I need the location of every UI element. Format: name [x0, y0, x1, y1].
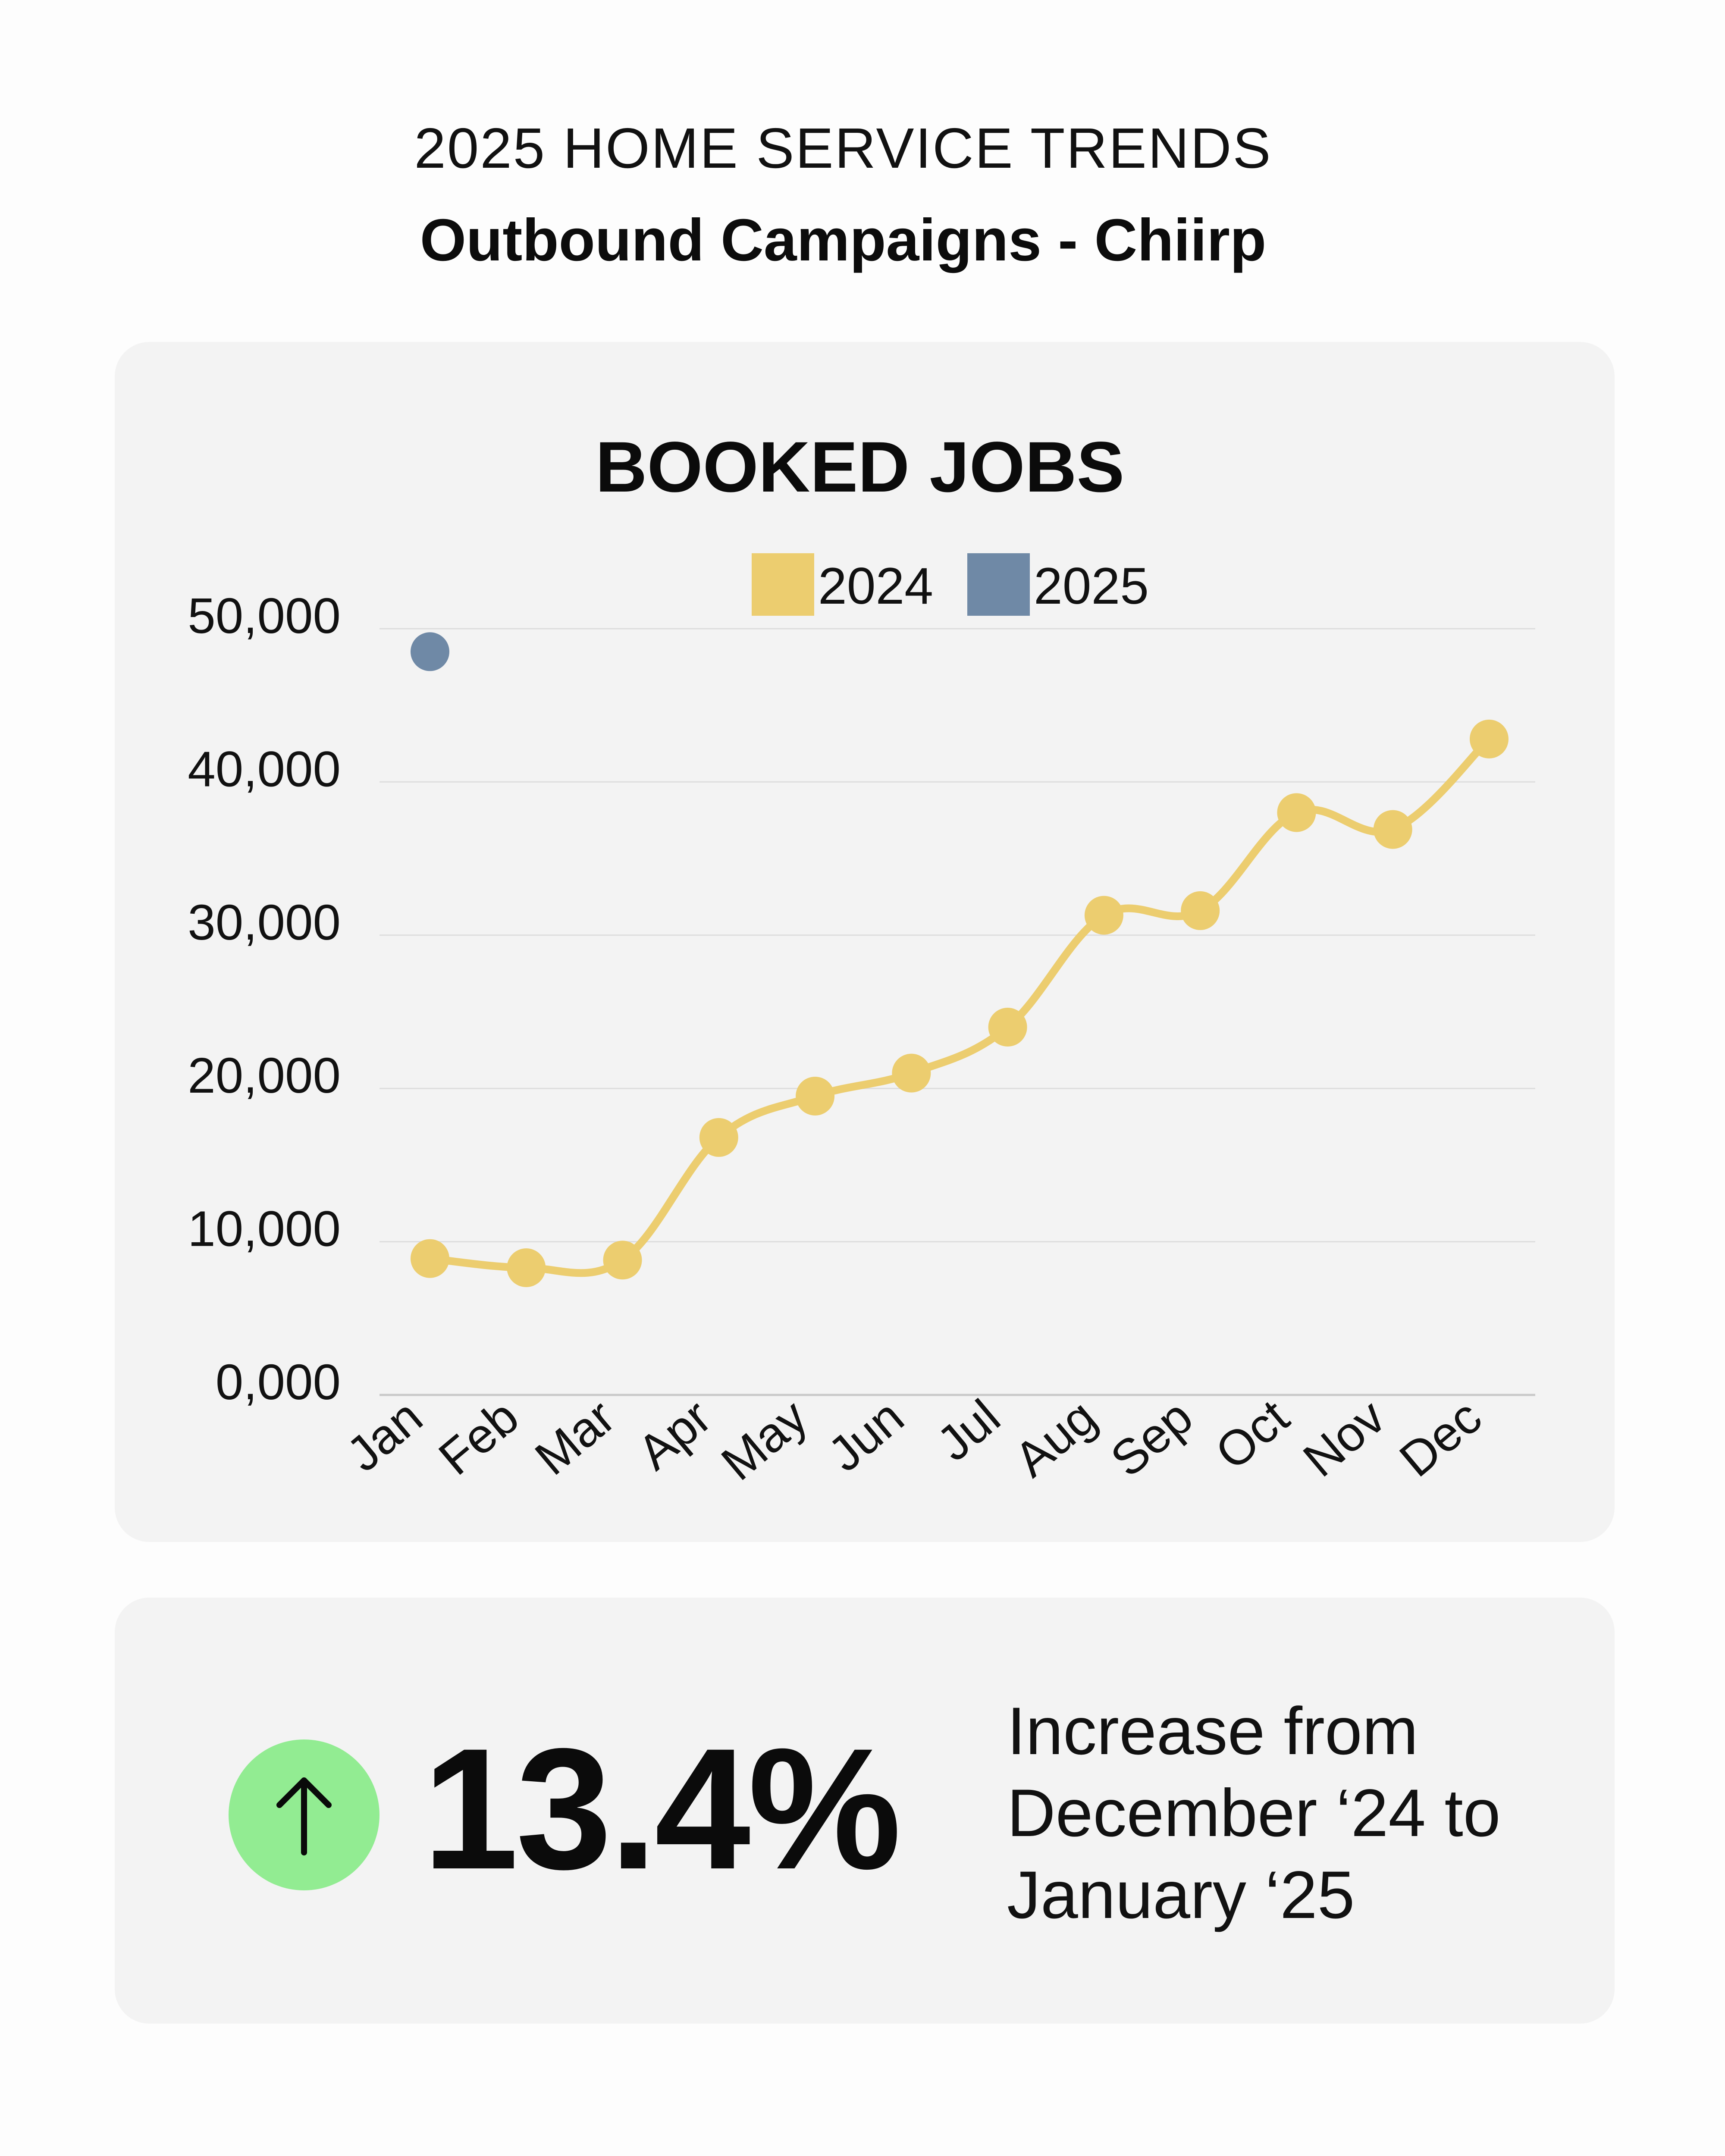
data-point — [1373, 810, 1412, 849]
legend-label: 2025 — [1034, 557, 1149, 615]
data-point — [411, 1239, 449, 1278]
x-tick-label: Sep — [1101, 1389, 1203, 1488]
x-tick-label: Feb — [429, 1389, 529, 1486]
grid-lines — [380, 628, 1535, 1396]
x-tick-label: Dec — [1389, 1389, 1492, 1488]
data-point — [892, 1053, 931, 1093]
data-point — [796, 1076, 835, 1116]
stat-description: Increase from December ‘24 to January ‘2… — [1007, 1690, 1602, 1936]
data-point — [699, 1118, 738, 1157]
data-point — [988, 1008, 1027, 1047]
header-kicker: 2025 HOME SERVICE TRENDS — [414, 116, 1272, 180]
data-point — [1181, 891, 1220, 930]
arrow-up-badge — [229, 1739, 380, 1890]
y-tick-label: 0,000 — [216, 1354, 341, 1410]
chart-series — [411, 632, 1509, 1288]
x-tick-label: May — [712, 1389, 818, 1491]
x-tick-label: Apr — [627, 1389, 721, 1480]
legend-swatch — [967, 553, 1030, 616]
data-point — [1470, 719, 1509, 758]
stat-description-line: January ‘25 — [1007, 1858, 1355, 1933]
legend-swatch — [752, 553, 814, 616]
x-tick-label: Oct — [1205, 1389, 1299, 1480]
y-tick-label: 20,000 — [188, 1047, 341, 1103]
x-tick-label: Aug — [1004, 1389, 1107, 1488]
x-tick-label: Jul — [927, 1389, 1010, 1472]
legend-label: 2024 — [818, 557, 933, 615]
arrow-up-icon — [276, 1777, 332, 1855]
data-point — [1084, 896, 1123, 935]
data-point — [411, 632, 449, 671]
data-point — [1277, 793, 1316, 832]
chart-title: BOOKED JOBS — [596, 427, 1125, 507]
x-tick-label: Nov — [1293, 1389, 1396, 1488]
x-tick-label: Jun — [818, 1389, 914, 1482]
chart-card — [115, 342, 1615, 1542]
chart-legend: 2024 2025 — [752, 553, 1149, 616]
series-line — [426, 735, 1493, 1277]
y-axis-ticks: 0,000 10,000 20,000 30,000 40,000 50,000 — [188, 588, 341, 1410]
x-tick-label: Mar — [525, 1389, 625, 1485]
x-tick-label: Jan — [337, 1389, 433, 1482]
y-tick-label: 40,000 — [188, 741, 341, 797]
data-point — [507, 1248, 546, 1288]
data-point — [603, 1241, 642, 1280]
y-tick-label: 30,000 — [188, 894, 341, 950]
stat-description-line: Increase from — [1007, 1694, 1418, 1769]
stat-value: 13.4% — [423, 1712, 901, 1905]
y-tick-label: 10,000 — [188, 1201, 341, 1257]
header-subtitle: Outbound Campaigns - Chiirp — [420, 207, 1267, 273]
y-tick-label: 50,000 — [188, 588, 341, 644]
stat-description-line: December ‘24 to — [1007, 1776, 1501, 1851]
